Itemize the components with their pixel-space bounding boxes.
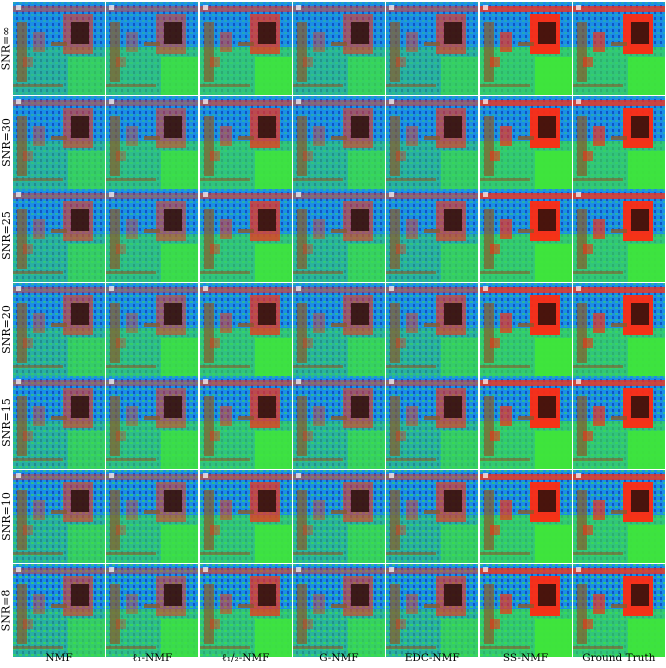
row-label-text: SNR=30: [0, 117, 13, 167]
abundance-map-image: [13, 95, 105, 189]
abundance-map-image: [386, 189, 479, 283]
abundance-map-image: [479, 95, 572, 189]
column-label: SS-NMF: [502, 652, 549, 664]
row-label: SNR=20: [0, 283, 13, 376]
row-label-text: SNR=8: [0, 589, 13, 631]
column-label: NMF: [45, 652, 73, 664]
row-label: SNR=8: [0, 564, 13, 657]
column-label: Ground Truth: [582, 652, 656, 664]
abundance-map-image: [386, 2, 479, 95]
abundance-map-image: [292, 2, 385, 95]
abundance-map-image: [106, 282, 199, 376]
abundance-map-image: [106, 470, 199, 563]
abundance-map-image: [479, 2, 572, 95]
row-label: SNR=30: [0, 96, 13, 189]
abundance-map-image: [479, 282, 572, 376]
abundance-map-image: [572, 563, 665, 657]
abundance-map-image: [386, 282, 479, 376]
row-label: SNR=10: [0, 470, 13, 563]
abundance-map-image: [479, 470, 572, 563]
abundance-map-image: [386, 563, 479, 657]
row-label: SNR=15: [0, 376, 13, 469]
abundance-map-image: [292, 376, 385, 470]
abundance-map-image: [106, 2, 199, 95]
abundance-map-image: [199, 376, 292, 470]
abundance-map-image: [292, 282, 385, 376]
abundance-map-image: [292, 189, 385, 283]
abundance-map-image: [199, 2, 292, 95]
row-label-text: SNR=10: [0, 492, 13, 541]
abundance-map-image: [572, 376, 665, 470]
abundance-map-image: [106, 189, 199, 283]
abundance-map-image: [292, 470, 385, 563]
column-label: G-NMF: [319, 652, 359, 664]
abundance-map-image: [479, 189, 572, 283]
abundance-map-image: [386, 376, 479, 470]
abundance-map-image: [106, 95, 199, 189]
abundance-map-image: [479, 376, 572, 470]
row-label-text: SNR=25: [0, 211, 13, 261]
row-label-text: SNR=20: [0, 304, 13, 354]
abundance-map-image: [13, 189, 105, 283]
abundance-map-image: [13, 376, 105, 470]
abundance-map-image: [13, 2, 105, 95]
row-label: SNR=∞: [0, 2, 13, 95]
abundance-map-image: [572, 2, 665, 95]
column-label: ℓ₁/₂-NMF: [221, 652, 270, 664]
abundance-map-image: [386, 470, 479, 563]
abundance-map-image: [386, 95, 479, 189]
column-label: EDC-NMF: [404, 652, 460, 664]
row-label: SNR=25: [0, 189, 13, 282]
abundance-map-image: [106, 563, 199, 657]
abundance-map-image: [199, 189, 292, 283]
abundance-map-image: [292, 563, 385, 657]
row-label-text: SNR=∞: [0, 26, 13, 71]
abundance-map-image: [199, 563, 292, 657]
abundance-map-image: [106, 376, 199, 470]
abundance-map-image: [13, 470, 105, 563]
column-label: ℓ₁-NMF: [132, 652, 173, 664]
row-label-text: SNR=15: [0, 398, 13, 448]
abundance-map-image: [199, 470, 292, 563]
abundance-map-image: [199, 282, 292, 376]
abundance-map-image: [292, 95, 385, 189]
abundance-map-image: [572, 470, 665, 563]
abundance-map-image: [572, 282, 665, 376]
abundance-map-image: [199, 95, 292, 189]
abundance-map-image: [13, 282, 105, 376]
abundance-map-image: [479, 563, 572, 657]
abundance-map-image: [572, 189, 665, 283]
abundance-map-image: [13, 563, 105, 657]
abundance-map-image: [572, 95, 665, 189]
